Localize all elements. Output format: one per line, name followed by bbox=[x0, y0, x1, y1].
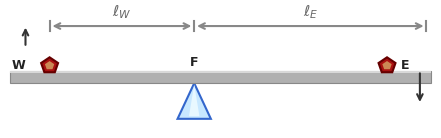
Polygon shape bbox=[178, 83, 211, 119]
Polygon shape bbox=[41, 57, 58, 72]
Polygon shape bbox=[45, 61, 54, 69]
Polygon shape bbox=[189, 84, 199, 116]
Text: F: F bbox=[190, 56, 198, 69]
Polygon shape bbox=[382, 61, 392, 69]
Text: $\ell_W$: $\ell_W$ bbox=[112, 3, 131, 21]
Polygon shape bbox=[378, 57, 396, 72]
Text: W: W bbox=[12, 59, 26, 72]
Bar bbox=[10, 71, 431, 73]
Text: $\ell_E$: $\ell_E$ bbox=[303, 3, 318, 21]
Bar bbox=[10, 71, 431, 83]
Text: E: E bbox=[401, 59, 410, 72]
